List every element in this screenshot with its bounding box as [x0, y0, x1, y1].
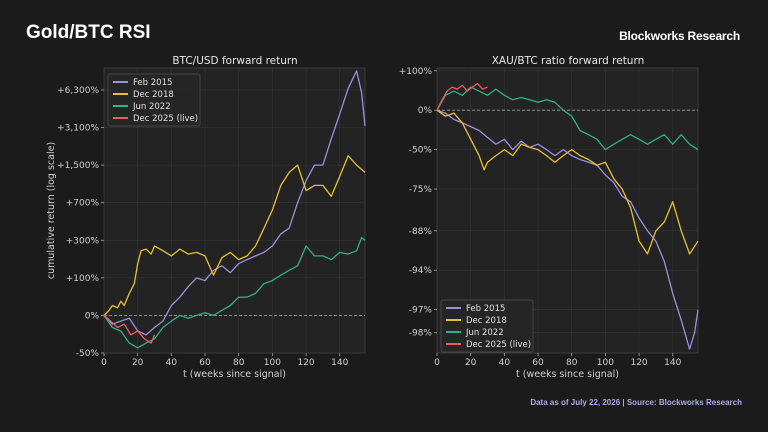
legend-label: Feb 2015	[133, 78, 172, 88]
legend-label: Feb 2015	[466, 304, 505, 314]
legend-label: Dec 2025 (live)	[133, 114, 198, 124]
x-tick-label: 0	[434, 358, 440, 368]
x-tick-label: 140	[331, 358, 348, 368]
legend-box	[440, 299, 534, 353]
x-axis-label: t (weeks since signal)	[183, 369, 286, 380]
panel-title: XAU/BTC ratio forward return	[492, 55, 645, 67]
x-axis-label: t (weeks since signal)	[516, 369, 619, 380]
x-tick-label: 80	[233, 358, 245, 368]
y-tick-label: -50%	[76, 349, 100, 359]
page-title: Gold/BTC RSI	[26, 22, 151, 43]
x-tick-label: 60	[199, 358, 211, 368]
x-tick-label: 100	[597, 358, 614, 368]
y-axis-label: cumulative return (log scale)	[46, 142, 57, 279]
legend-box	[107, 73, 201, 127]
panel-title: BTC/USD forward return	[172, 55, 297, 67]
x-tick-label: 100	[264, 358, 281, 368]
y-tick-label: +1,500%	[57, 161, 99, 171]
series-line-dec-2025-live-	[436, 82, 488, 111]
y-tick-label: +700%	[66, 199, 100, 209]
x-tick-label: 120	[297, 358, 314, 368]
y-tick-label: +6,300%	[57, 86, 99, 96]
y-tick-label: +3,100%	[57, 124, 99, 134]
series-line-feb-2015	[103, 70, 366, 336]
x-tick-label: 20	[465, 358, 477, 368]
series-line-dec-2018	[103, 155, 366, 316]
legend-label: Dec 2018	[466, 316, 507, 326]
y-tick-label: -98%	[409, 329, 433, 339]
x-tick-label: 20	[132, 358, 144, 368]
y-tick-label: 0%	[418, 106, 433, 116]
legend-label: Jun 2022	[465, 328, 504, 338]
y-tick-label: +100%	[66, 274, 100, 284]
legend: Feb 2015 Dec 2018 Jun 2022 Dec 2025 (live)	[440, 299, 534, 353]
x-tick-label: 120	[630, 358, 647, 368]
series-line-dec-2018	[436, 109, 699, 255]
x-tick-label: 0	[101, 358, 107, 368]
legend: Feb 2015 Dec 2018 Jun 2022 Dec 2025 (live)	[107, 73, 201, 127]
y-tick-label: 0%	[85, 311, 100, 321]
x-tick-label: 80	[566, 358, 578, 368]
brand-label: Blockworks Research	[619, 29, 740, 43]
x-tick-label: 40	[499, 358, 511, 368]
legend-label: Jun 2022	[132, 102, 171, 112]
series-line-jun-2022	[436, 86, 699, 151]
series-line-dec-2025-live-	[103, 314, 156, 344]
y-tick-label: -88%	[409, 227, 433, 237]
y-tick-label: -97%	[409, 306, 433, 316]
y-tick-label: -75%	[409, 185, 433, 195]
chart-panel-btc-usd: 0 20 40 60 80 100 120 140 -50% 0% +100% +300% +700% +…	[46, 55, 366, 380]
chart-panel-xau-btc: 0 20 40 60 80 100 120 140 +100% 0% -50% -75% -88% -94…	[399, 55, 699, 380]
x-tick-label: 140	[664, 358, 681, 368]
series-line-feb-2015	[436, 109, 699, 350]
y-tick-label: -94%	[409, 266, 433, 276]
x-tick-label: 60	[532, 358, 544, 368]
y-tick-label: +100%	[399, 67, 433, 77]
x-tick-label: 40	[166, 358, 178, 368]
legend-label: Dec 2018	[133, 90, 174, 100]
legend-label: Dec 2025 (live)	[466, 340, 531, 350]
source-note: Data as of July 22, 2026 | Source: Block…	[530, 398, 742, 407]
y-tick-label: +300%	[66, 236, 100, 246]
y-tick-label: -50%	[409, 146, 433, 156]
